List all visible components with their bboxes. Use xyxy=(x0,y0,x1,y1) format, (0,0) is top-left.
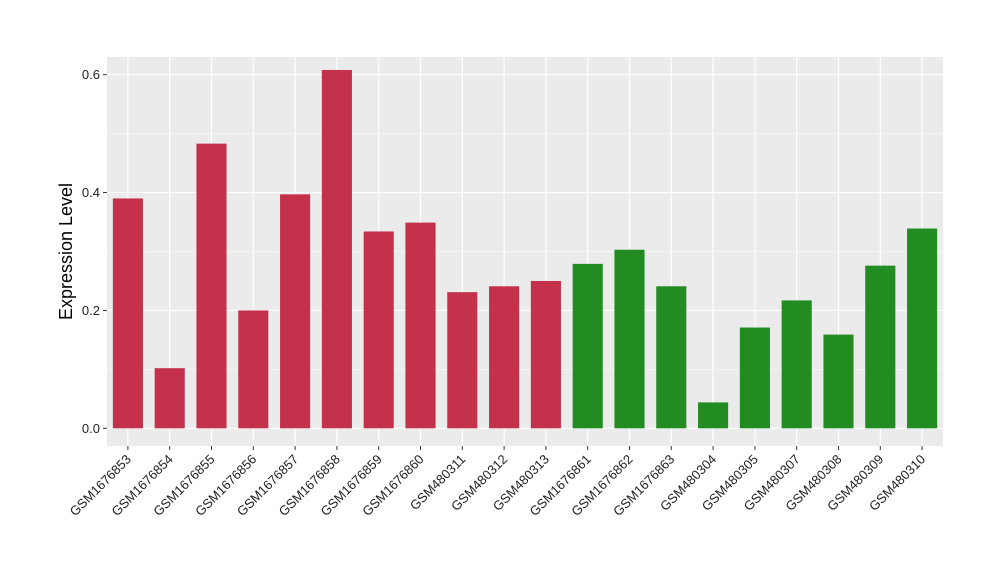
bar-gsm480305 xyxy=(739,327,770,429)
x-axis: GSM1676853GSM1676854GSM1676855GSM1676856… xyxy=(67,446,928,519)
bar-gsm1676858 xyxy=(321,69,352,429)
bar-gsm1676863 xyxy=(656,286,687,429)
bar-gsm480309 xyxy=(865,265,896,429)
bar-gsm1676857 xyxy=(280,194,311,429)
bar-gsm480308 xyxy=(823,334,854,429)
bar-gsm480310 xyxy=(907,228,938,429)
bar-gsm480313 xyxy=(530,280,561,429)
bar-gsm1676862 xyxy=(614,249,645,429)
bar-gsm1676855 xyxy=(196,143,227,429)
y-axis-title: Expression Level xyxy=(56,183,76,320)
bar-gsm480311 xyxy=(447,292,478,429)
y-tick-label: 0.6 xyxy=(82,67,100,82)
y-tick-label: 0.2 xyxy=(82,303,100,318)
y-tick-label: 0.4 xyxy=(82,185,100,200)
bars xyxy=(112,69,938,429)
bar-gsm1676861 xyxy=(572,263,603,429)
bar-gsm1676853 xyxy=(112,198,143,429)
bar-gsm1676854 xyxy=(154,368,185,429)
bar-gsm1676860 xyxy=(405,222,436,429)
y-tick-label: 0.0 xyxy=(82,421,100,436)
bar-gsm480307 xyxy=(781,300,812,429)
bar-gsm480312 xyxy=(489,286,520,429)
bar-gsm1676856 xyxy=(238,310,269,429)
bar-gsm1676859 xyxy=(363,231,394,429)
bar-gsm480304 xyxy=(698,402,729,429)
y-axis: 0.0 0.2 0.4 0.6 xyxy=(82,67,107,436)
